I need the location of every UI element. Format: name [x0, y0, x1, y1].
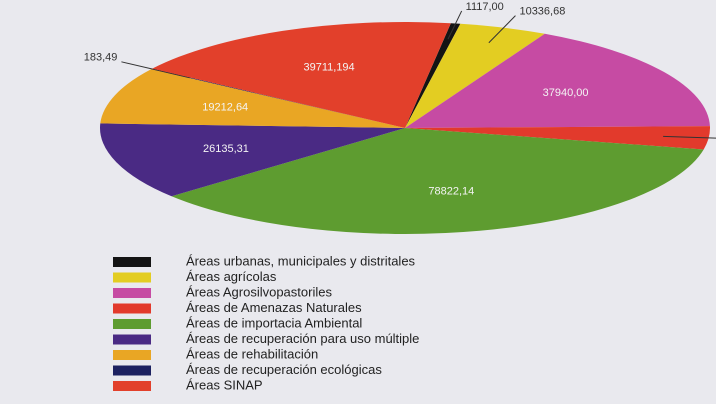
pie-slice: [405, 23, 545, 129]
data-label: 26135,31: [203, 143, 249, 155]
legend-label: Áreas urbanas, municipales y distritales: [186, 253, 416, 268]
legend-swatch: [113, 319, 151, 329]
legend-swatch: [113, 381, 151, 391]
pie-slice: [171, 128, 704, 234]
legend-label: Áreas SINAP: [186, 377, 263, 392]
pie-slice: [405, 23, 461, 129]
pie-slice: [100, 123, 405, 197]
pie-slice: [405, 33, 710, 128]
pie-slice: [100, 69, 406, 128]
data-label: 37940,00: [543, 87, 589, 99]
leader-line: [121, 61, 190, 79]
legend-swatch: [113, 288, 151, 298]
legend-label: Áreas de Amenazas Naturales: [186, 300, 362, 315]
legend-swatch: [113, 334, 151, 345]
data-label: 183,49: [84, 52, 118, 64]
legend-label: Áreas de recuperación ecológicas: [186, 362, 382, 377]
pie-slice: [152, 22, 451, 128]
legend-swatch: [113, 365, 151, 376]
legend-swatch: [113, 303, 151, 314]
data-label: 1117,00: [466, 1, 504, 13]
legend-label: Áreas agrícolas: [186, 269, 277, 284]
legend-swatch: [113, 350, 151, 360]
data-label: 19212,64: [202, 101, 248, 113]
data-label: 10336,68: [519, 6, 565, 18]
legend-label: Áreas Agrosilvopastoriles: [186, 284, 332, 299]
data-label: 78822,14: [428, 186, 474, 198]
legend-label: Áreas de importacia Ambiental: [186, 315, 362, 330]
leader-line: [663, 135, 716, 139]
legend-label: Áreas de recuperación para uso múltiple: [186, 331, 419, 346]
legend-swatch: [113, 272, 151, 283]
legend-label: Áreas de rehabilitación: [186, 346, 318, 361]
leader-line: [488, 15, 516, 44]
data-label: 39711,194: [303, 62, 354, 74]
pie-slice: [151, 68, 405, 128]
legend-swatch: [113, 257, 151, 267]
pie-slice: [405, 126, 710, 150]
leader-line: [447, 10, 463, 40]
